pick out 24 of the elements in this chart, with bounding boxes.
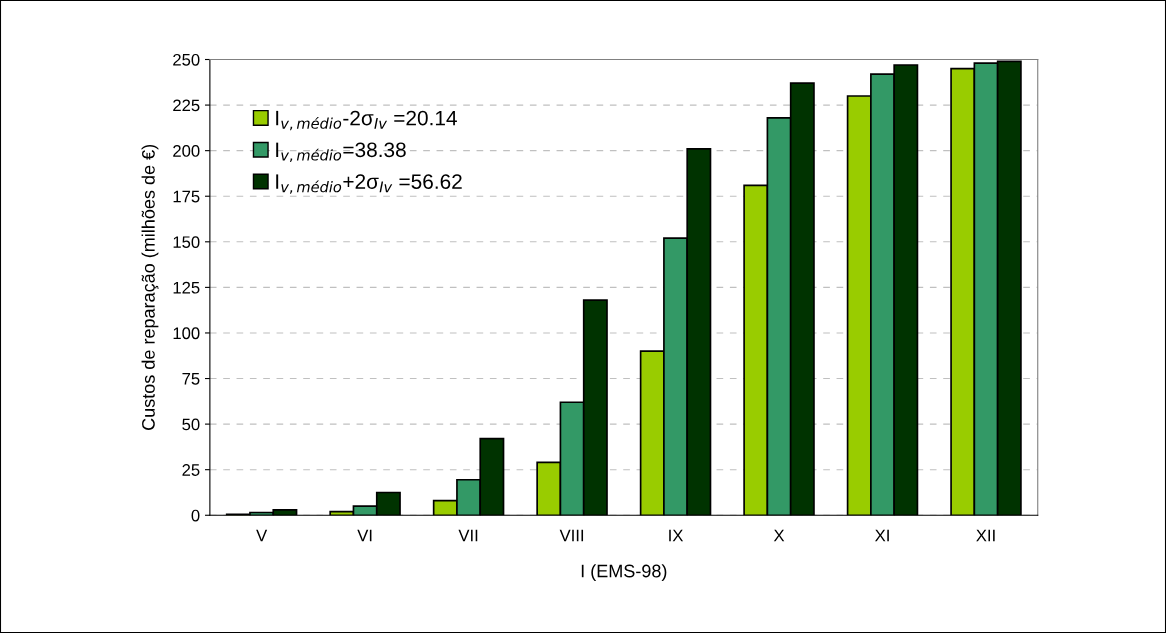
x-tick-label: XI bbox=[875, 529, 889, 542]
y-tick-label: 25 bbox=[182, 464, 200, 476]
y-tick-label: 0 bbox=[191, 509, 200, 522]
x-tick-label: XII bbox=[976, 529, 995, 542]
x-tick-label: VIII bbox=[559, 529, 584, 542]
y-tick-label: 75 bbox=[182, 373, 200, 385]
x-tick-label: VI bbox=[357, 529, 372, 542]
y-tick-label: 225 bbox=[173, 99, 200, 112]
legend-label: I$_{v,médio}$+2σ$_{Iv}$ =56.62 bbox=[276, 174, 462, 194]
legend-label: I$_{v,médio}$=38.38 bbox=[276, 142, 406, 163]
y-tick-label: 100 bbox=[173, 327, 200, 340]
x-axis-title: I (EMS-98) bbox=[581, 564, 667, 581]
y-tick-label: 150 bbox=[173, 236, 200, 249]
x-tick-label: IX bbox=[669, 529, 684, 542]
y-tick-label: 125 bbox=[173, 281, 200, 294]
y-tick-label: 200 bbox=[173, 145, 200, 157]
y-tick-label: 175 bbox=[173, 190, 200, 203]
y-tick-label: 250 bbox=[173, 53, 200, 66]
y-axis-title: Custos de reparação (milhões de €) bbox=[141, 144, 159, 430]
x-tick-label: V bbox=[256, 529, 268, 542]
y-tick-label: 50 bbox=[182, 418, 200, 431]
legend-label: I$_{v,médio}$-2σ$_{Iv}$ =20.14 bbox=[276, 110, 457, 131]
x-tick-label: X bbox=[773, 529, 785, 542]
x-tick-label: VII bbox=[458, 529, 478, 542]
